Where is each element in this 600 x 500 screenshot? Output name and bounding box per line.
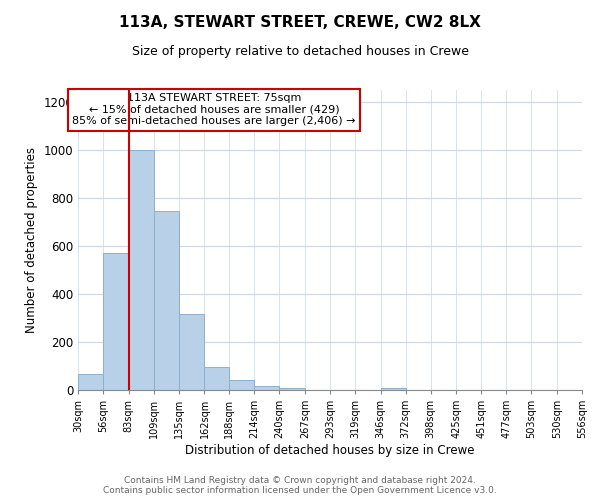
Text: Size of property relative to detached houses in Crewe: Size of property relative to detached ho… bbox=[131, 45, 469, 58]
Bar bbox=[381, 388, 406, 390]
Bar bbox=[154, 211, 179, 390]
Bar bbox=[129, 150, 154, 390]
Text: Contains HM Land Registry data © Crown copyright and database right 2024.
Contai: Contains HM Land Registry data © Crown c… bbox=[103, 476, 497, 495]
Bar bbox=[103, 253, 129, 390]
Y-axis label: Number of detached properties: Number of detached properties bbox=[25, 147, 38, 333]
Bar bbox=[78, 374, 103, 390]
X-axis label: Distribution of detached houses by size in Crewe: Distribution of detached houses by size … bbox=[185, 444, 475, 457]
Bar bbox=[279, 388, 305, 390]
Bar bbox=[229, 380, 254, 390]
Text: 113A STEWART STREET: 75sqm
← 15% of detached houses are smaller (429)
85% of sem: 113A STEWART STREET: 75sqm ← 15% of deta… bbox=[73, 93, 356, 126]
Bar bbox=[205, 367, 229, 390]
Text: 113A, STEWART STREET, CREWE, CW2 8LX: 113A, STEWART STREET, CREWE, CW2 8LX bbox=[119, 15, 481, 30]
Bar bbox=[254, 386, 279, 390]
Bar bbox=[179, 314, 205, 390]
